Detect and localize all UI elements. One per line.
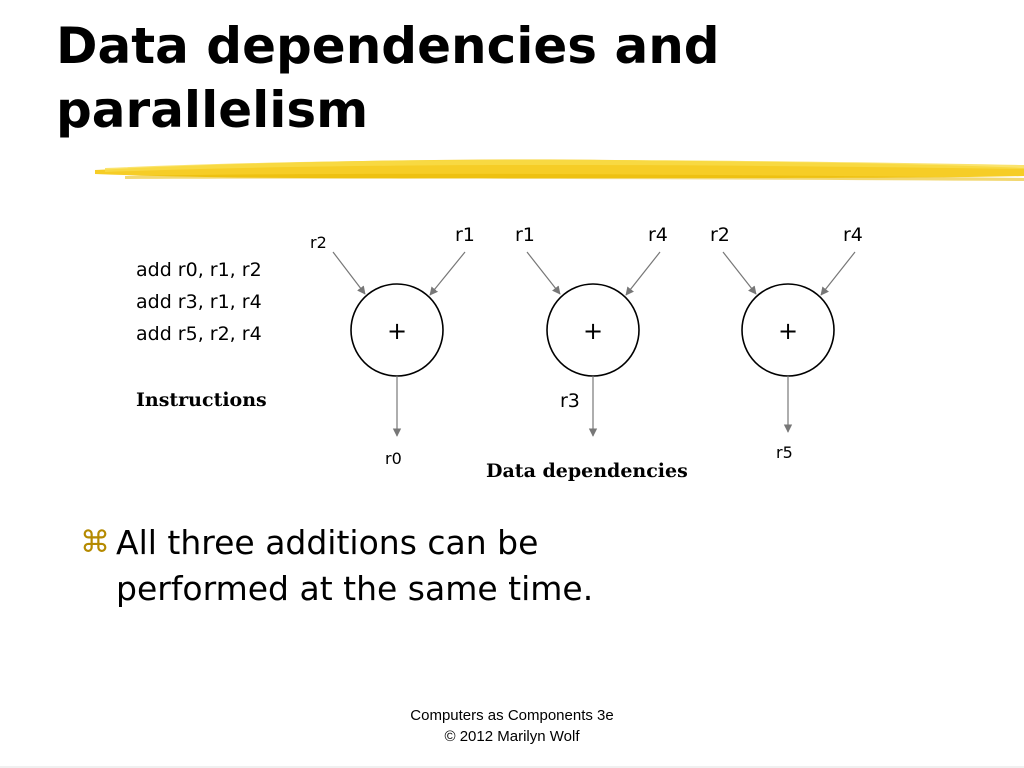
bottom-divider	[0, 766, 1024, 768]
adder-node-3: + r2 r4 r5	[710, 224, 863, 462]
instructions-caption: Instructions	[136, 389, 267, 411]
plus-symbol-3: +	[778, 317, 798, 345]
instruction-line-3: add r5, r2, r4	[136, 323, 262, 345]
node-2-input-right-label: r4	[648, 224, 668, 246]
edge-r2-to-node-1	[332, 251, 366, 295]
edge-r2-to-node-3	[722, 251, 757, 295]
bullet-text-line-2: performed at the same time.	[116, 569, 594, 608]
plus-symbol-1: +	[387, 317, 407, 345]
bullet-text-line-1: All three additions can be	[116, 523, 539, 562]
node-2-input-left-label: r1	[515, 224, 535, 246]
node-1-input-right-label: r1	[455, 224, 475, 246]
node-3-input-left-label: r2	[710, 224, 730, 246]
bullet-item: ⌘ All three additions can be performed a…	[80, 520, 640, 612]
instruction-line-2: add r3, r1, r4	[136, 291, 262, 313]
edge-r4-to-node-3	[820, 251, 856, 296]
instruction-line-1: add r0, r1, r2	[136, 259, 262, 281]
adder-node-1: + r2 r1 r0	[310, 224, 475, 468]
node-1-output-label: r0	[385, 449, 402, 468]
node-2-output-label: r3	[560, 390, 580, 412]
data-dependency-diagram: add r0, r1, r2 add r3, r1, r4 add r5, r2…	[136, 224, 863, 482]
footer-line-1: Computers as Components 3e	[410, 707, 614, 724]
node-1-input-left-label: r2	[310, 233, 327, 252]
title-highlight-stroke	[95, 159, 1024, 181]
node-3-input-right-label: r4	[843, 224, 863, 246]
bullet-text: All three additions can be performed at …	[116, 520, 593, 612]
slide-title: Data dependencies and parallelism	[56, 14, 956, 142]
slide-title-line-1: Data dependencies and	[56, 17, 720, 75]
slide-title-line-2: parallelism	[56, 81, 369, 139]
slide-footer: Computers as Components 3e © 2012 Marily…	[312, 705, 712, 747]
command-key-icon: ⌘	[80, 525, 110, 560]
adder-node-2: + r1 r4 r3	[515, 224, 668, 437]
dependencies-caption: Data dependencies	[486, 460, 688, 482]
edge-r1-to-node-1	[429, 251, 466, 296]
plus-symbol-2: +	[583, 317, 603, 345]
edge-r4-to-node-2	[625, 251, 661, 296]
node-3-output-label: r5	[776, 443, 793, 462]
edge-r1-to-node-2	[526, 251, 561, 295]
footer-line-2: © 2012 Marilyn Wolf	[444, 728, 580, 745]
